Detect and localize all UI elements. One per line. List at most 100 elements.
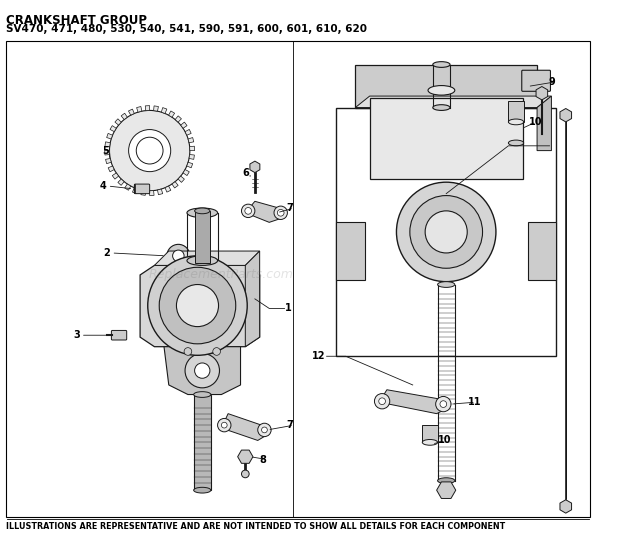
Ellipse shape <box>508 119 524 125</box>
Text: ReplacementParts.com: ReplacementParts.com <box>149 269 294 282</box>
Circle shape <box>221 423 227 428</box>
Text: 6: 6 <box>242 168 249 178</box>
Circle shape <box>258 423 271 437</box>
Polygon shape <box>121 113 127 119</box>
Polygon shape <box>105 151 110 155</box>
Polygon shape <box>128 109 135 115</box>
Polygon shape <box>149 191 154 196</box>
Bar <box>528 222 556 279</box>
Polygon shape <box>187 162 193 168</box>
Circle shape <box>166 282 239 355</box>
Text: 2: 2 <box>104 248 110 258</box>
Text: 8: 8 <box>260 455 267 465</box>
Bar <box>355 65 537 107</box>
Text: 1: 1 <box>285 304 291 313</box>
Text: 10: 10 <box>438 436 451 446</box>
Polygon shape <box>190 146 195 151</box>
Polygon shape <box>105 158 111 164</box>
Polygon shape <box>107 133 113 139</box>
Text: 9: 9 <box>549 77 556 87</box>
Circle shape <box>245 208 252 214</box>
Circle shape <box>184 347 192 355</box>
Polygon shape <box>355 96 551 107</box>
Polygon shape <box>178 176 184 182</box>
Polygon shape <box>161 107 167 113</box>
Circle shape <box>110 111 190 191</box>
Bar <box>336 222 365 279</box>
Bar <box>336 107 556 356</box>
Polygon shape <box>105 142 110 147</box>
Polygon shape <box>165 186 171 192</box>
Circle shape <box>185 353 219 388</box>
FancyBboxPatch shape <box>112 330 126 340</box>
Polygon shape <box>246 251 260 347</box>
Ellipse shape <box>193 487 211 493</box>
Ellipse shape <box>508 140 524 146</box>
Ellipse shape <box>428 85 455 95</box>
Polygon shape <box>379 390 446 414</box>
Polygon shape <box>169 111 175 117</box>
Text: 7: 7 <box>286 203 293 213</box>
Polygon shape <box>133 188 138 193</box>
Circle shape <box>136 137 163 164</box>
Polygon shape <box>221 414 267 441</box>
Bar <box>195 211 210 262</box>
Polygon shape <box>183 169 189 175</box>
Circle shape <box>374 393 390 409</box>
Ellipse shape <box>187 208 218 218</box>
Text: CRANKSHAFT GROUP: CRANKSHAFT GROUP <box>6 14 147 27</box>
Bar <box>422 425 438 442</box>
Ellipse shape <box>438 282 455 287</box>
Polygon shape <box>157 189 162 195</box>
Circle shape <box>425 211 467 253</box>
Text: 5: 5 <box>102 146 108 156</box>
Circle shape <box>436 396 451 412</box>
Text: 4: 4 <box>100 181 107 191</box>
Polygon shape <box>140 265 260 347</box>
Polygon shape <box>112 173 118 179</box>
Text: 11: 11 <box>468 397 482 407</box>
Polygon shape <box>115 119 122 125</box>
Circle shape <box>241 204 255 218</box>
Circle shape <box>262 427 267 433</box>
Circle shape <box>195 363 210 378</box>
Text: 3: 3 <box>73 330 80 340</box>
Text: SV470, 471, 480, 530, 540, 541, 590, 591, 600, 601, 610, 620: SV470, 471, 480, 530, 540, 541, 590, 591… <box>6 24 367 35</box>
Ellipse shape <box>438 478 455 483</box>
Polygon shape <box>125 184 131 190</box>
Polygon shape <box>180 122 187 128</box>
Polygon shape <box>172 181 178 188</box>
Circle shape <box>274 206 288 220</box>
Circle shape <box>277 209 284 216</box>
Polygon shape <box>136 106 142 112</box>
Circle shape <box>177 284 218 327</box>
Circle shape <box>128 129 171 172</box>
Circle shape <box>167 244 190 267</box>
Bar <box>508 101 524 122</box>
Polygon shape <box>246 201 283 222</box>
Circle shape <box>185 301 219 335</box>
Polygon shape <box>141 190 146 195</box>
Circle shape <box>218 419 231 432</box>
Text: ILLUSTRATIONS ARE REPRESENTATIVE AND ARE NOT INTENDED TO SHOW ALL DETAILS FOR EA: ILLUSTRATIONS ARE REPRESENTATIVE AND ARE… <box>6 522 505 531</box>
Polygon shape <box>118 179 124 185</box>
Text: 7: 7 <box>286 420 293 430</box>
Circle shape <box>410 196 482 269</box>
Text: 10: 10 <box>528 117 542 127</box>
Ellipse shape <box>193 392 211 397</box>
Ellipse shape <box>433 61 450 67</box>
Circle shape <box>159 267 236 344</box>
Circle shape <box>172 250 184 261</box>
Polygon shape <box>110 125 117 132</box>
Ellipse shape <box>195 208 210 214</box>
Ellipse shape <box>422 439 438 445</box>
Polygon shape <box>188 138 194 143</box>
Ellipse shape <box>433 105 450 111</box>
Polygon shape <box>164 347 241 395</box>
Circle shape <box>213 347 221 355</box>
Polygon shape <box>154 251 260 265</box>
Text: 12: 12 <box>312 351 326 361</box>
Polygon shape <box>189 155 195 159</box>
FancyBboxPatch shape <box>522 70 551 92</box>
Circle shape <box>148 256 247 355</box>
